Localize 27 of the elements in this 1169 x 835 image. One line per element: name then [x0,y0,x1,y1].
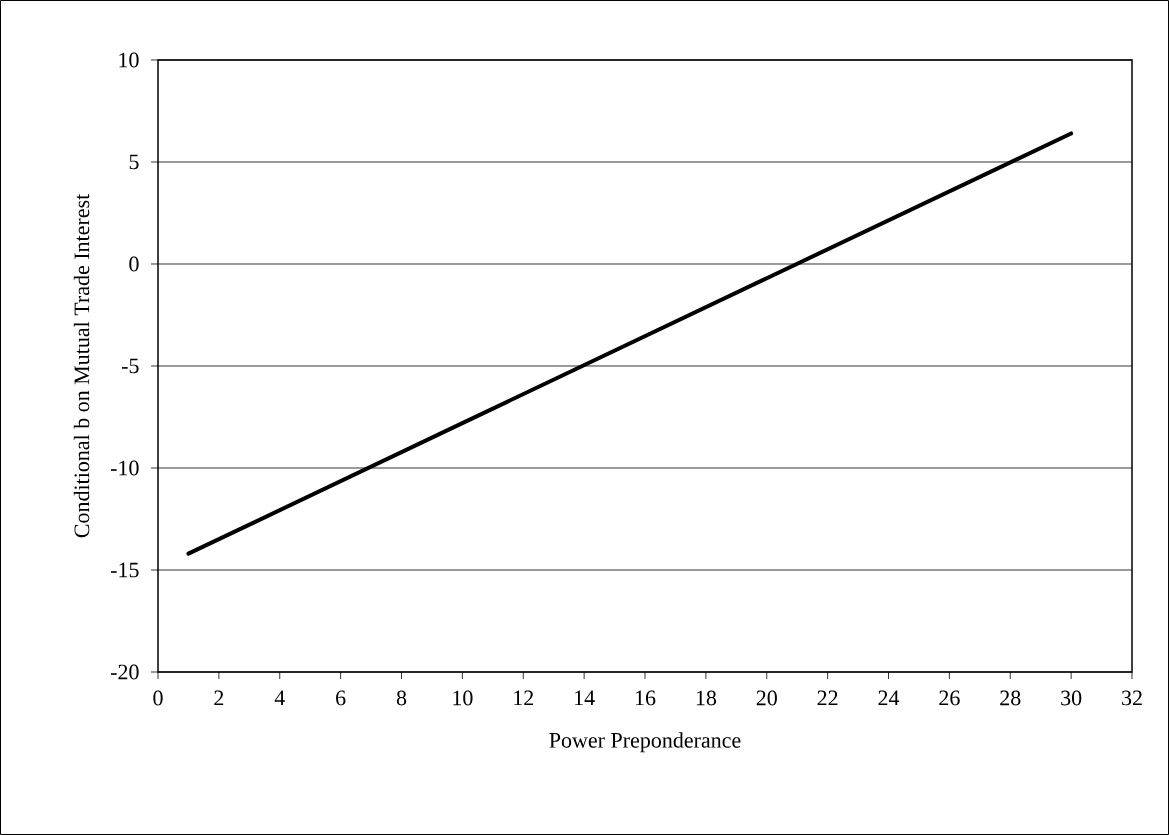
y-axis-title: Conditional b on Mutual Trade Interest [73,193,90,538]
x-tick-label: 32 [1122,690,1142,706]
x-tick-label: 14 [575,690,595,706]
line-series [186,131,1074,556]
y-tick-label: 5 [129,154,139,170]
x-tick-label: 10 [453,690,473,706]
x-tick-label: 4 [274,690,285,706]
x-tick-label: 12 [514,690,534,706]
x-axis-title: Power Preponderance [549,732,741,753]
x-tick-label: 6 [336,690,346,706]
x-tick-label: 18 [696,690,717,706]
x-tick-label: 28 [1000,690,1021,706]
x-tick-label: 24 [878,690,900,706]
x-tick-label: 22 [817,690,838,706]
y-tick-label: -5 [121,358,139,374]
x-tick-label: 2 [214,690,224,706]
x-tick-label: 20 [756,690,777,706]
x-tick-label: 26 [939,690,960,706]
x-tick-label: 0 [153,690,163,706]
x-tick-label: 30 [1061,690,1082,706]
y-tick-label: 10 [119,52,139,68]
x-tick-label: 16 [635,690,656,706]
y-tick-label: 0 [129,256,139,272]
y-tick-label: -15 [110,562,139,578]
y-tick-label: -20 [110,664,139,680]
y-tick-label: -10 [110,460,139,476]
x-tick-label: 8 [396,690,407,706]
